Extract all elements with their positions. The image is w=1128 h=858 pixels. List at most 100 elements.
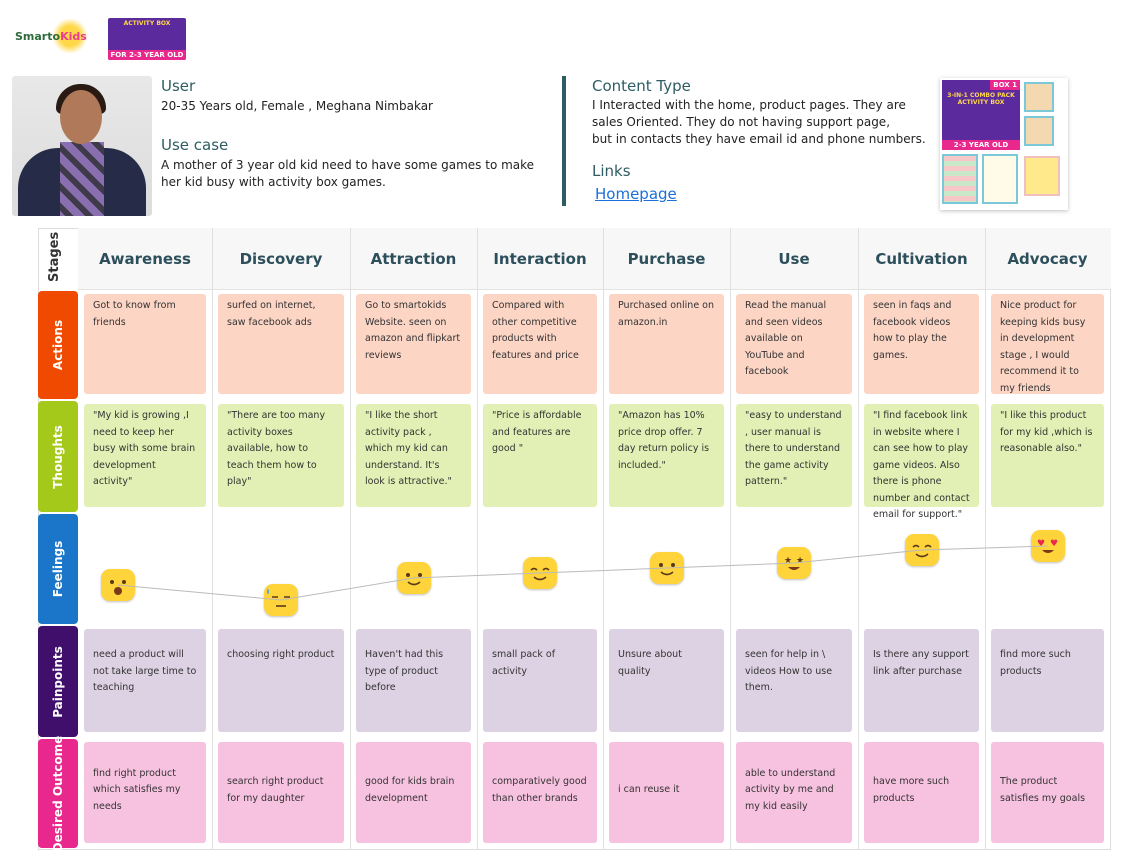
- stage-advocacy: Advocacy: [1007, 250, 1088, 268]
- product-age: 2-3 YEAR OLD: [942, 140, 1020, 150]
- painpoint-card[interactable]: Haven't had this type of product before: [356, 629, 471, 732]
- action-card[interactable]: Nice product for keeping kids busy in de…: [991, 294, 1104, 394]
- usecase-heading: Use case: [161, 136, 229, 154]
- stages-label: Stages: [47, 231, 62, 282]
- thought-card[interactable]: "I find facebook link in website where I…: [864, 404, 979, 520]
- lane-label: Feelings: [51, 540, 65, 598]
- card-text: find more such products: [1000, 649, 1071, 677]
- action-card[interactable]: Read the manual and seen videos availabl…: [736, 294, 852, 394]
- painpoint-card[interactable]: Unsure about quality: [609, 629, 724, 732]
- thought-card[interactable]: "I like the short activity pack , which …: [356, 404, 471, 507]
- painpoint-card[interactable]: Is there any support link after purchase: [864, 629, 979, 732]
- thought-card[interactable]: "Price is affordable and features are go…: [483, 404, 597, 507]
- card-text: seen in faqs and facebook videos how to …: [873, 300, 952, 361]
- card-text: Compared with other competitive products…: [492, 300, 579, 361]
- card-text: good for kids brain development: [365, 776, 455, 804]
- desired-outcome-card[interactable]: able to understand activity by me and my…: [736, 742, 852, 843]
- divider: [562, 76, 566, 206]
- lane-feelings: Feelings: [38, 514, 78, 624]
- stage-purchase: Purchase: [627, 250, 706, 268]
- card-text: i can reuse it: [618, 784, 680, 796]
- svg-text:★: ★: [796, 556, 804, 566]
- stage-discovery: Discovery: [239, 250, 323, 268]
- desired-outcome-card[interactable]: have more such products: [864, 742, 979, 843]
- card-text: need a product will not take large time …: [93, 649, 197, 693]
- thought-card[interactable]: "I like this product for my kid ,which i…: [991, 404, 1104, 507]
- thought-card[interactable]: "There are too many activity boxes avail…: [218, 404, 344, 507]
- column-divider: [603, 228, 604, 850]
- svg-text:♥: ♥: [1037, 539, 1045, 549]
- painpoint-card[interactable]: need a product will not take large time …: [84, 629, 206, 732]
- card-text: "I like this product for my kid ,which i…: [1000, 410, 1093, 454]
- column-divider: [985, 228, 986, 850]
- product-title: 3-IN-1 COMBO PACK ACTIVITY BOX: [947, 92, 1015, 106]
- card-text: "My kid is growing ,I need to keep her b…: [93, 410, 196, 487]
- column-divider: [730, 228, 731, 850]
- painpoint-card[interactable]: find more such products: [991, 629, 1104, 732]
- product-badge: BOX 1: [990, 80, 1020, 90]
- content-line: but in contacts they have email id and p…: [592, 132, 926, 146]
- user-heading: User: [161, 77, 196, 95]
- action-card[interactable]: Compared with other competitive products…: [483, 294, 597, 394]
- stage-cultivation: Cultivation: [875, 250, 968, 268]
- stage-attraction: Attraction: [370, 250, 457, 268]
- lane-thoughts: Thoughts: [38, 401, 78, 512]
- thought-card[interactable]: "Amazon has 10% price drop offer. 7 day …: [609, 404, 724, 507]
- card-text: Go to smartokids Website. seen on amazon…: [365, 300, 461, 361]
- card-text: Purchased online on amazon.in: [618, 300, 715, 328]
- painpoint-card[interactable]: seen for help in \ videos How to use the…: [736, 629, 852, 732]
- content-type-heading: Content Type: [592, 77, 691, 95]
- painpoint-card[interactable]: choosing right product: [218, 629, 344, 732]
- links-heading: Links: [592, 162, 631, 180]
- desired-outcome-card[interactable]: i can reuse it: [609, 742, 724, 843]
- card-text: Unsure about quality: [618, 649, 682, 677]
- card-text: "Price is affordable and features are go…: [492, 410, 582, 454]
- card-text: Nice product for keeping kids busy in de…: [1000, 300, 1086, 394]
- smartokids-logo: SmartoKids: [15, 30, 87, 43]
- desired-outcome-card[interactable]: comparatively good than other brands: [483, 742, 597, 843]
- lane-label: Thoughts: [51, 424, 65, 489]
- card-text: Is there any support link after purchase: [873, 649, 969, 677]
- card-text: surfed on internet, saw facebook ads: [227, 300, 316, 328]
- card-text: "I find facebook link in website where I…: [873, 410, 970, 520]
- lane-label: Desired Outcome: [51, 735, 65, 852]
- homepage-link[interactable]: Homepage: [595, 185, 677, 203]
- stage-awareness: Awareness: [99, 250, 191, 268]
- card-text: seen for help in \ videos How to use the…: [745, 649, 833, 693]
- card-text: The product satisfies my goals: [1000, 776, 1086, 804]
- action-card[interactable]: Purchased online on amazon.in: [609, 294, 724, 394]
- desired-outcome-card[interactable]: search right product for my daughter: [218, 742, 344, 843]
- content-line: I Interacted with the home, product page…: [592, 98, 906, 112]
- surprised-emoji-icon: [101, 569, 135, 601]
- product-image: 3-IN-1 COMBO PACK ACTIVITY BOX 2-3 YEAR O…: [940, 78, 1068, 210]
- desired-outcome-card[interactable]: The product satisfies my goals: [991, 742, 1104, 843]
- action-card[interactable]: seen in faqs and facebook videos how to …: [864, 294, 979, 394]
- desired-outcome-card[interactable]: good for kids brain development: [356, 742, 471, 843]
- action-card[interactable]: Got to know from friends: [84, 294, 206, 394]
- lane-actions: Actions: [38, 291, 78, 399]
- desired-outcome-card[interactable]: find right product which satisfies my ne…: [84, 742, 206, 843]
- thought-card[interactable]: "My kid is growing ,I need to keep her b…: [84, 404, 206, 507]
- svg-text:★: ★: [784, 556, 792, 566]
- action-card[interactable]: Go to smartokids Website. seen on amazon…: [356, 294, 471, 394]
- card-text: find right product which satisfies my ne…: [93, 767, 181, 812]
- slight-smile-emoji-icon: [649, 552, 684, 584]
- stage-interaction: Interaction: [493, 250, 587, 268]
- persona-photo: [12, 76, 152, 216]
- card-text: small pack of activity: [492, 649, 556, 677]
- activity-box-logo: ACTIVITY BOX FOR 2-3 YEAR OLD: [108, 18, 186, 60]
- card-text: have more such products: [873, 776, 950, 804]
- lane-painpoints: Painpoints: [38, 626, 78, 737]
- usecase-text: A mother of 3 year old kid need to have …: [161, 158, 535, 189]
- painpoint-card[interactable]: small pack of activity: [483, 629, 597, 732]
- column-divider: [477, 228, 478, 850]
- stages-header: Awareness Discovery Attraction Interaction P…: [78, 228, 1111, 290]
- card-text: Got to know from friends: [93, 300, 176, 328]
- slight-smile-emoji-icon: [396, 562, 431, 594]
- content-type-text: I Interacted with the home, product page…: [592, 97, 926, 148]
- sweat-unamused-emoji-icon: [264, 584, 298, 616]
- card-text: choosing right product: [227, 649, 335, 660]
- action-card[interactable]: surfed on internet, saw facebook ads: [218, 294, 344, 394]
- thought-card[interactable]: "easy to understand , user manual is the…: [736, 404, 852, 507]
- smile-emoji-icon: [904, 534, 939, 566]
